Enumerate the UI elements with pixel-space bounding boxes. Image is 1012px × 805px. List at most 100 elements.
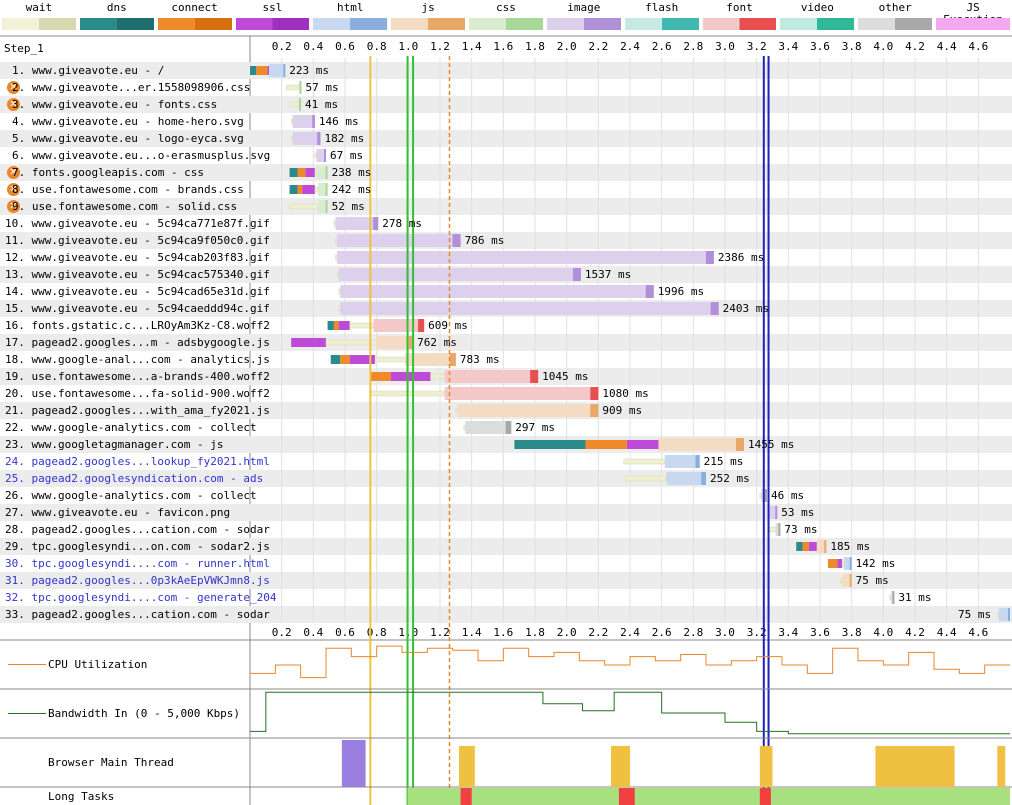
request-label[interactable]: 5. www.giveavote.eu - logo-eyca.svg [12, 132, 244, 145]
axis-tick-label-top: 3.4 [778, 40, 798, 53]
request-label[interactable]: 2. www.giveavote...er.1558098906.css [12, 81, 251, 94]
bar-wait [314, 186, 319, 193]
axis-tick-label-bottom: 2.8 [683, 626, 703, 639]
request-label[interactable]: 3. www.giveavote.eu - fonts.css [12, 98, 218, 111]
legend-item-js-execution: JS Execution [934, 0, 1012, 32]
axis-tick-label-bottom: 2.6 [652, 626, 672, 639]
bar-connect [802, 542, 809, 551]
bar-connect [340, 355, 350, 364]
bar-download-end [449, 353, 456, 366]
request-label[interactable]: 29. tpc.googlesyndi...on.com - sodar2.js [5, 540, 270, 553]
request-label[interactable]: 8. use.fontawesome.com - brands.css [12, 183, 244, 196]
request-label[interactable]: 19. use.fontawesome...a-brands-400.woff2 [5, 370, 270, 383]
bar-wait [759, 492, 762, 499]
bar-download [465, 421, 512, 434]
request-duration: 786 ms [464, 234, 505, 247]
bar-download [318, 183, 328, 196]
axis-tick-label-bottom: 3.6 [810, 626, 830, 639]
bar-download [816, 540, 827, 553]
request-label[interactable]: 15. www.giveavote.eu - 5c94caeddd94c.gif [5, 302, 270, 315]
request-label[interactable]: 22. www.google-analytics.com - collect [5, 421, 257, 434]
cpu-label: CPU Utilization [48, 658, 148, 671]
request-label[interactable]: 28. pagead2.googles...cation.com - sodar [5, 523, 270, 536]
legend-item-css: css [467, 0, 545, 32]
request-label[interactable]: 20. use.fontawesome...fa-solid-900.woff2 [5, 387, 270, 400]
bar-dns [330, 355, 341, 364]
request-label[interactable]: 9. use.fontawesome.com - solid.css [12, 200, 238, 213]
axis-tick-label-top: 1.2 [430, 40, 450, 53]
bar-ssl [837, 559, 843, 568]
long-tasks-label: Long Tasks [48, 790, 115, 803]
request-label[interactable]: 31. pagead2.googles...0p3kAeEpVWKJmn8.js [5, 574, 270, 587]
axis-tick-label-top: 3.0 [715, 40, 735, 53]
warning-icon: ✕ [7, 183, 20, 196]
request-label[interactable]: 16. fonts.gstatic.c...LROyAm3Kz-C8.woff2 [5, 319, 270, 332]
bar-download-end [317, 132, 321, 145]
bar-ssl [305, 168, 315, 177]
bandwidth-line [250, 691, 1010, 735]
request-label[interactable]: 26. www.google-analytics.com - collect [5, 489, 257, 502]
legend-item-connect: connect [156, 0, 234, 32]
bar-download [338, 268, 581, 281]
bar-download-end [325, 200, 328, 213]
bar-wait [289, 203, 319, 210]
request-label[interactable]: 6. www.giveavote.eu...o-erasmusplus.svg [12, 149, 271, 162]
axis-tick-label-bottom: 0.2 [272, 626, 292, 639]
axis-tick-label-bottom: 1.8 [525, 626, 545, 639]
request-label[interactable]: 10. www.giveavote.eu - 5c94ca771e87f.gif [5, 217, 270, 230]
bar-wait [625, 475, 667, 482]
main-thread-script [459, 746, 475, 787]
axis-tick-label-top: 4.0 [873, 40, 893, 53]
main-thread-script [611, 746, 630, 787]
request-label[interactable]: 17. pagead2.googles...m - adsbygoogle.js [5, 336, 270, 349]
request-duration: 46 ms [770, 489, 805, 502]
legend-swatch [391, 18, 466, 30]
request-duration: 909 ms [602, 404, 643, 417]
row-background [0, 334, 1012, 351]
request-label[interactable]: 11. www.giveavote.eu - 5c94ca9f050c0.gif [5, 234, 270, 247]
request-label[interactable]: 32. tpc.googlesyndi....com - generate_20… [5, 591, 277, 604]
request-label[interactable]: 12. www.giveavote.eu - 5c94cab203f83.gif [5, 251, 270, 264]
bar-download [269, 64, 286, 77]
bar-download-end [701, 472, 706, 485]
request-label[interactable]: 14. www.giveavote.eu - 5c94cad65e31d.gif [5, 285, 270, 298]
bar-download-end [778, 523, 781, 536]
bar-ssl [291, 338, 326, 347]
bar-download-end [325, 183, 328, 196]
axis-tick-label-bottom: 1.2 [430, 626, 450, 639]
bar-download [666, 472, 706, 485]
legend-swatch [157, 18, 232, 30]
request-label[interactable]: 18. www.google-anal...com - analytics.js [5, 353, 270, 366]
legend-label: font [726, 1, 753, 14]
request-duration: 215 ms [703, 455, 744, 468]
request-label[interactable]: 24. pagead2.googles...lookup_fy2021.html [5, 455, 270, 468]
request-label[interactable]: 30. tpc.googlesyndi....com - runner.html [5, 557, 270, 570]
bar-download-end [572, 268, 581, 281]
bar-connect [297, 185, 303, 194]
request-label[interactable]: 33. pagead2.googles...cation.com - sodar [5, 608, 270, 621]
bar-dns [796, 542, 803, 551]
bar-connect [256, 66, 268, 75]
bar-wait [333, 220, 336, 227]
request-duration: 41 ms [304, 98, 339, 111]
request-label[interactable]: 13. www.giveavote.eu - 5c94cac575340.gif [5, 268, 270, 281]
axis-tick-label-bottom: 1.6 [493, 626, 513, 639]
bar-download-end [849, 574, 852, 587]
request-duration: 242 ms [331, 183, 372, 196]
request-label[interactable]: 23. www.googletagmanager.com - js [5, 438, 224, 451]
bar-connect [585, 440, 627, 449]
request-label[interactable]: 27. www.giveavote.eu - favicon.png [5, 506, 231, 519]
row-background [0, 164, 1012, 181]
bar-wait [889, 594, 892, 601]
request-label[interactable]: 4. www.giveavote.eu - home-hero.svg [12, 115, 244, 128]
request-label[interactable]: 1. www.giveavote.eu - / [12, 64, 165, 77]
bar-connect [370, 372, 391, 381]
request-label[interactable]: 21. pagead2.googles...with_ama_fy2021.js [5, 404, 270, 417]
long-task-red [460, 788, 472, 805]
bar-wait [338, 288, 341, 295]
bar-dns [250, 66, 257, 75]
request-label[interactable]: 25. pagead2.googlesyndication.com - ads [5, 472, 264, 485]
axis-tick-label-bottom: 4.2 [905, 626, 925, 639]
request-label[interactable]: 7. fonts.googleapis.com - css [12, 166, 205, 179]
